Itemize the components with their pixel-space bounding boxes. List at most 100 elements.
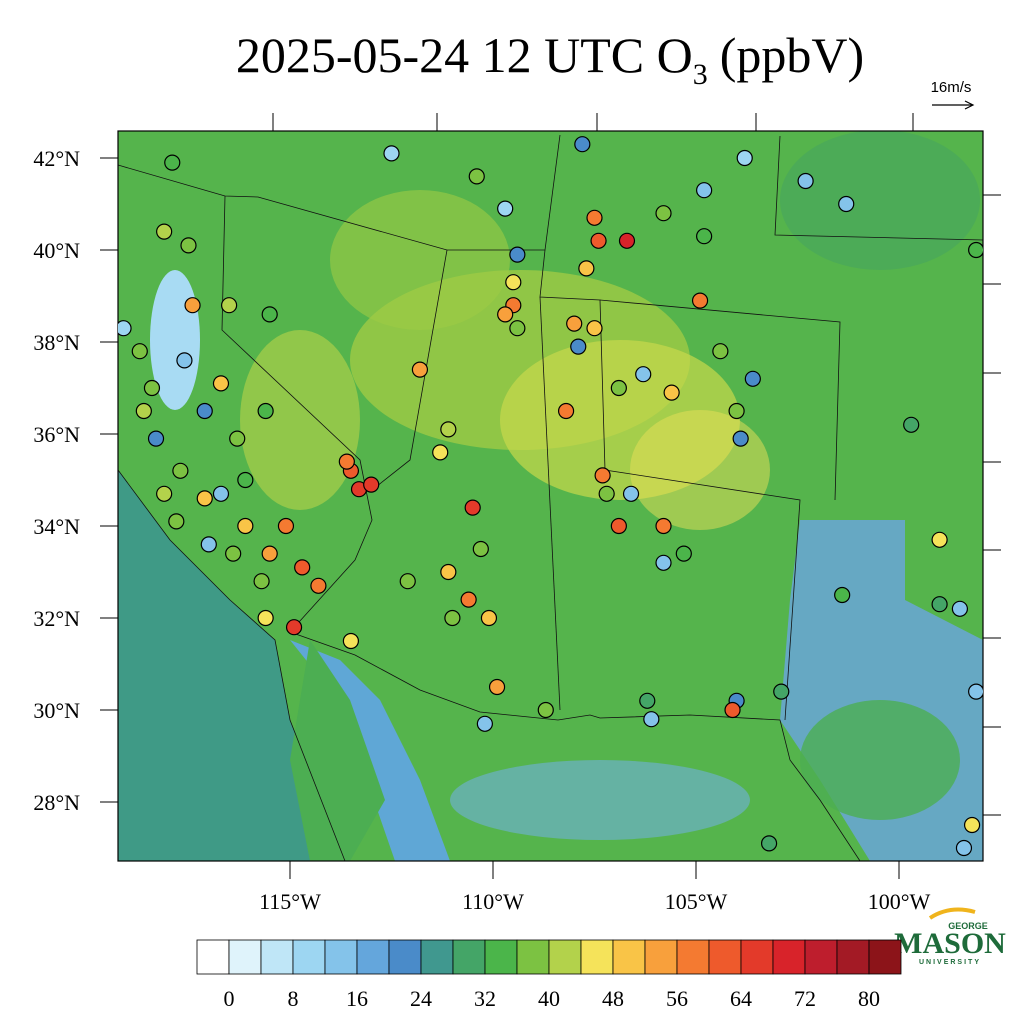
colorbar-box: [836, 939, 870, 975]
station: [432, 444, 449, 461]
colorbar-label: 72: [794, 986, 816, 1011]
lon-tick-label: 115°W: [259, 889, 321, 914]
station: [172, 462, 189, 479]
station: [574, 136, 591, 153]
station: [903, 416, 920, 433]
station: [472, 540, 489, 558]
colorbar-box: [548, 939, 582, 975]
station: [736, 149, 753, 167]
colorbar-label: 48: [602, 986, 624, 1011]
colorbar-box: [228, 939, 262, 975]
wind-reference-arrow: [932, 100, 975, 110]
colorbar-label: 40: [538, 986, 560, 1011]
station: [955, 839, 973, 857]
colorbar-box: [420, 939, 454, 975]
colorbar-box: [196, 939, 230, 975]
title-suffix: (ppbV): [720, 27, 864, 83]
station: [610, 517, 627, 535]
colorbar-box: [260, 939, 294, 975]
map-frame: [117, 130, 984, 862]
station: [257, 609, 274, 627]
station: [440, 421, 457, 438]
colorbar-box: [580, 939, 614, 975]
logo-name: MASON: [894, 927, 1006, 960]
lat-tick-label: 32°N: [33, 606, 80, 631]
station: [728, 402, 745, 420]
colorbar-label: 64: [730, 986, 752, 1011]
station: [497, 200, 514, 217]
station: [237, 471, 254, 489]
station: [643, 711, 660, 728]
lat-tick-label: 40°N: [33, 238, 80, 263]
station: [338, 453, 355, 470]
colorbar-label: 8: [288, 986, 299, 1011]
station: [135, 402, 152, 420]
station: [342, 632, 359, 650]
station: [212, 485, 230, 502]
station: [712, 343, 729, 360]
station: [505, 274, 522, 291]
station: [655, 205, 672, 222]
station: [773, 683, 790, 700]
colorbar-label: 0: [224, 986, 235, 1011]
station: [196, 490, 213, 507]
colorbar-box: [708, 939, 742, 975]
title-text: 2025-05-24 12 UTC O: [236, 27, 693, 83]
station: [537, 701, 554, 719]
station: [147, 430, 165, 447]
station: [411, 361, 429, 378]
station: [838, 195, 855, 213]
station: [237, 517, 254, 535]
station: [509, 246, 526, 263]
station: [221, 297, 238, 314]
station: [968, 683, 983, 700]
station: [310, 577, 327, 594]
station: [696, 228, 713, 245]
station: [156, 223, 173, 240]
station: [509, 320, 526, 337]
colorbar-box: [740, 939, 774, 975]
station: [696, 182, 713, 199]
station: [691, 292, 709, 309]
lon-tick-label: 105°W: [665, 889, 728, 914]
station: [931, 596, 948, 613]
station: [760, 835, 778, 852]
logo-bottom: UNIVERSITY: [919, 959, 981, 966]
station: [164, 154, 181, 171]
station: [732, 430, 749, 447]
station: [590, 232, 607, 249]
station: [497, 306, 514, 323]
station: [655, 554, 672, 571]
station: [176, 352, 193, 369]
station: [261, 545, 278, 562]
lat-tick-label: 34°N: [33, 514, 80, 539]
station: [963, 816, 981, 834]
colorbar-box: [452, 939, 486, 975]
station: [196, 402, 213, 420]
lat-tick-label: 42°N: [33, 146, 80, 171]
logo-top: GEORGE: [948, 921, 988, 931]
station: [180, 237, 197, 254]
station: [468, 168, 485, 185]
frame-ticks: [272, 113, 1001, 816]
colorbar-label: 56: [666, 986, 688, 1011]
station: [118, 320, 132, 337]
station: [797, 172, 814, 190]
station: [594, 467, 611, 484]
colorbar-box: [388, 939, 422, 975]
title-subscript: 3: [693, 58, 708, 91]
colorbar-box: [324, 939, 358, 975]
station: [578, 260, 595, 277]
logo: GEORGE MASON UNIVERSITY: [894, 907, 1006, 966]
colorbar-box: [292, 939, 326, 975]
colorbar-label: 80: [858, 986, 880, 1011]
lat-tick-label: 30°N: [33, 698, 80, 723]
station: [143, 379, 161, 397]
station: [460, 591, 477, 608]
colorbar-box: [484, 939, 518, 975]
station: [557, 402, 575, 420]
station: [663, 384, 680, 401]
station: [655, 517, 672, 535]
station: [968, 241, 983, 259]
